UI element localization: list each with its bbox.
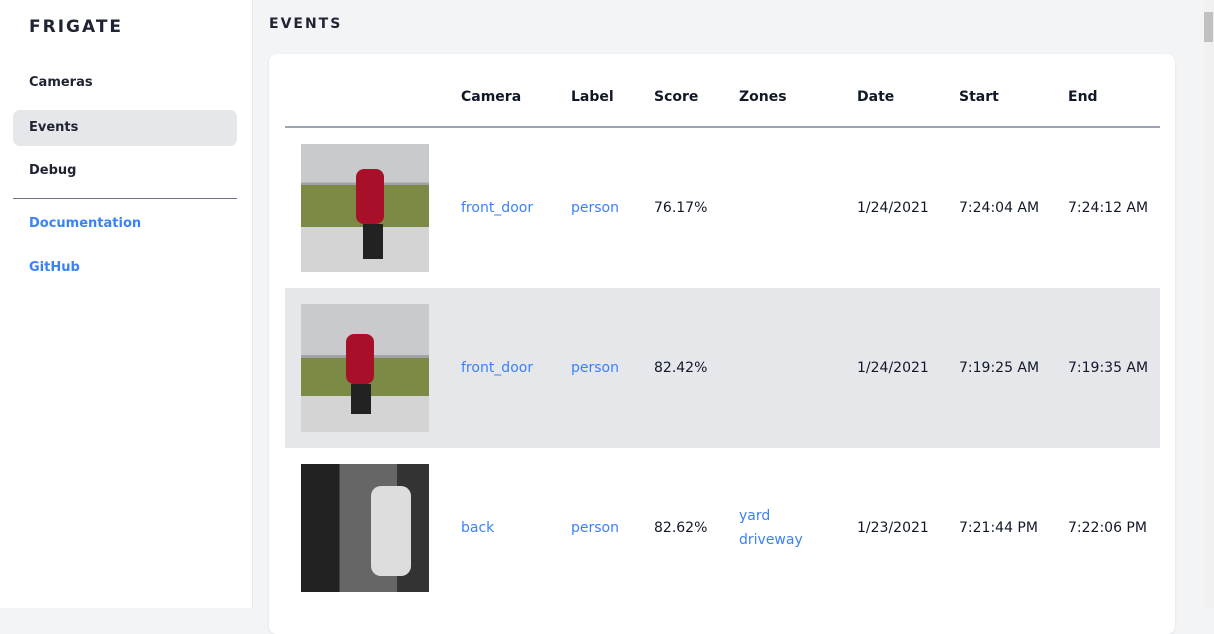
header-end: End xyxy=(1068,89,1098,105)
table-row[interactable]: back person 82.62% yard driveway 1/23/20… xyxy=(285,448,1160,608)
github-link[interactable]: GitHub xyxy=(29,260,80,275)
sidebar-item-debug[interactable]: Debug xyxy=(29,163,77,178)
documentation-link[interactable]: Documentation xyxy=(29,216,142,231)
camera-link[interactable]: back xyxy=(461,520,495,536)
date: 1/23/2021 xyxy=(857,520,929,536)
score: 76.17% xyxy=(654,200,708,216)
zones: yard driveway xyxy=(739,448,803,608)
end-time: 7:19:35 AM xyxy=(1068,360,1149,376)
header-label: Label xyxy=(571,89,614,105)
zone-link[interactable]: yard xyxy=(739,508,771,524)
camera-link[interactable]: front_door xyxy=(461,360,534,376)
sidebar-item-events[interactable]: Events xyxy=(13,110,237,146)
camera-link[interactable]: front_door xyxy=(461,200,534,216)
header-date: Date xyxy=(857,89,895,105)
sidebar-divider xyxy=(13,198,237,199)
table-row[interactable]: front_door person 76.17% 1/24/2021 7:24:… xyxy=(285,128,1160,288)
end-time: 7:24:12 AM xyxy=(1068,200,1149,216)
app-logo: FRIGATE xyxy=(29,17,124,37)
end-time: 7:22:06 PM xyxy=(1068,520,1147,536)
sidebar: FRIGATE Cameras Events Debug Documentati… xyxy=(0,0,253,608)
label-link[interactable]: person xyxy=(571,200,619,216)
start-time: 7:21:44 PM xyxy=(959,520,1038,536)
event-thumbnail[interactable] xyxy=(301,144,429,272)
event-thumbnail[interactable] xyxy=(301,464,429,592)
scrollbar-thumb[interactable] xyxy=(1204,12,1213,42)
page-title: EVENTS xyxy=(269,16,343,32)
label-link[interactable]: person xyxy=(571,520,619,536)
header-camera: Camera xyxy=(461,89,522,105)
zone-link[interactable]: driveway xyxy=(739,532,803,548)
header-score: Score xyxy=(654,89,699,105)
header-start: Start xyxy=(959,89,999,105)
sidebar-item-cameras[interactable]: Cameras xyxy=(29,75,93,90)
date: 1/24/2021 xyxy=(857,360,929,376)
start-time: 7:24:04 AM xyxy=(959,200,1040,216)
date: 1/24/2021 xyxy=(857,200,929,216)
score: 82.42% xyxy=(654,360,708,376)
table-row[interactable]: front_door person 82.42% 1/24/2021 7:19:… xyxy=(285,288,1160,448)
scrollbar-track[interactable] xyxy=(1204,0,1214,608)
header-divider xyxy=(285,126,1160,128)
start-time: 7:19:25 AM xyxy=(959,360,1040,376)
header-zones: Zones xyxy=(739,89,787,105)
label-link[interactable]: person xyxy=(571,360,619,376)
score: 82.62% xyxy=(654,520,708,536)
event-thumbnail[interactable] xyxy=(301,304,429,432)
